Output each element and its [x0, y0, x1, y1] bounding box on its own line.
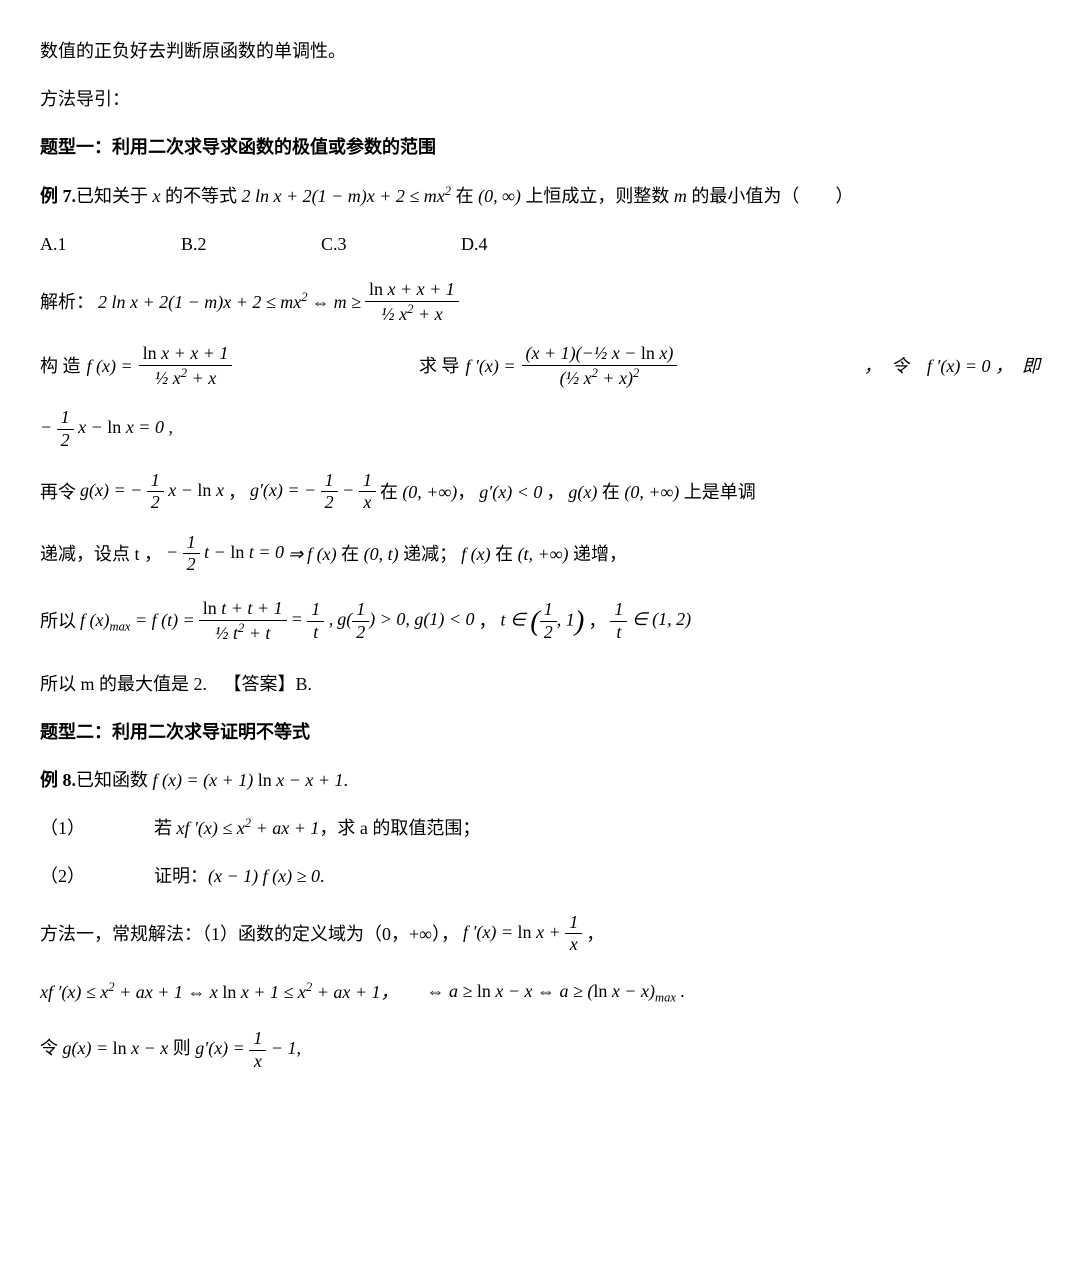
- iff-chain-line: xf ′(x) ≤ x2 + ax + 1 ⇔ x ln x + 1 ≤ x2 …: [40, 974, 1040, 1011]
- chain-1: xf ′(x) ≤ x2 + ax + 1 ⇔ x ln x + 1 ≤ x2 …: [40, 975, 398, 1009]
- chain-2: ⇔ a ≥ ln x − x ⇔ a ≥ (ln x − x)max .: [426, 974, 685, 1011]
- example-8-statement: 例 8.已知函数 f (x) = (x + 1) ln x − x + 1.: [40, 763, 1040, 797]
- fpx-expr: f ′(x) = ln x + 1x: [463, 912, 582, 956]
- method1-line: 方法一，常规解法：（1）函数的定义域为（0，+∞）， f ′(x) = ln x…: [40, 912, 1040, 956]
- max-m: 所以 m 的最大值是 2.: [40, 674, 207, 694]
- m-ge: m ≥: [334, 285, 361, 319]
- fxmax-den: ½ t2 + t: [199, 621, 287, 645]
- comma-3: ，: [479, 604, 497, 638]
- ex7-domain: (0, ∞): [478, 186, 521, 206]
- gpx-def: g′(x) = − 12 − 1x: [250, 470, 376, 514]
- t-in: t ∈ (12, 1): [501, 594, 585, 649]
- gx-line: 再令 g(x) = − 12 x − ln x ， g′(x) = − 12 −…: [40, 470, 1040, 514]
- option-a: A.1: [40, 227, 67, 261]
- intro-line: 数值的正负好去判断原函数的单调性。: [40, 34, 1040, 68]
- option-c: C.3: [321, 227, 347, 261]
- eq-1t: = 1t ,: [291, 599, 334, 643]
- comma-2: ，: [546, 475, 564, 509]
- in-dom: 在 (0, +∞)，: [380, 475, 475, 509]
- ex8-pre: 已知函数: [76, 770, 153, 790]
- let-again: 再令: [40, 475, 76, 509]
- q1-post: ，求 a 的取值范围；: [319, 818, 480, 838]
- period-1: .: [344, 770, 349, 790]
- gpx-neg: g′(x) < 0: [479, 475, 542, 509]
- analysis-label: 解析：: [40, 285, 94, 319]
- so-label: 所以: [40, 604, 76, 638]
- var-m: m: [674, 186, 687, 206]
- q1-ineq: xf ′(x) ≤ x2 + ax + 1: [177, 818, 320, 838]
- t-line: 递减，设点 t ， − 12 t − ln t = 0 ⇒ f (x) 在 (0…: [40, 532, 1040, 576]
- options-row: A.1 B.2 C.3 D.4: [40, 227, 1040, 261]
- ex7-label: 例 7.: [40, 186, 76, 206]
- ex7-pre: 已知关于: [76, 186, 153, 206]
- iff-symbol: ⇔: [312, 285, 330, 319]
- ex8-label: 例 8.: [40, 770, 76, 790]
- let-gx: 令 g(x) = ln x − x 则 g′(x) = 1x − 1,: [40, 1028, 301, 1072]
- comma-4: ，: [588, 604, 606, 638]
- period-2: .: [320, 866, 325, 886]
- type2-heading: 题型二：利用二次求导证明不等式: [40, 715, 1040, 749]
- construct-label: 构 造: [40, 349, 81, 383]
- q2-ineq: (x − 1) f (x) ≥ 0: [208, 866, 320, 886]
- ex7-q: 的最小值为（ ）: [687, 186, 854, 206]
- fxmax-expr: f (x)max = f (t) =: [80, 603, 195, 640]
- q2-pre: 证明：: [154, 866, 208, 886]
- fxmax-frac: ln t + t + 1 ½ t2 + t: [199, 598, 287, 644]
- method-guide: 方法导引：: [40, 82, 1040, 116]
- ex7-post: 上恒成立，则整数: [521, 186, 674, 206]
- t-eq: − 12 t − ln t = 0: [166, 532, 284, 576]
- q2-num: （2）: [40, 866, 85, 886]
- var-x: x: [153, 186, 161, 206]
- fx-dec: f (x) 在 (0, t) 递减；: [307, 537, 457, 571]
- derive-label: 求 导: [419, 349, 460, 383]
- construct-line: 构 造 f (x) = ln x + x + 1 ½ x2 + x 求 导 f …: [40, 343, 1040, 389]
- answer-b: 【答案】B.: [224, 674, 313, 694]
- comma-1: ，: [228, 475, 246, 509]
- rhs-fraction: ln x + x + 1 ½ x2 + x: [365, 279, 459, 325]
- frac-num: ln x + x + 1: [365, 279, 459, 302]
- gx-def: g(x) = − 12 x − ln x: [80, 470, 224, 514]
- frac-den: ½ x2 + x: [365, 302, 459, 326]
- implies-symbol: ⇒: [288, 537, 303, 571]
- type1-heading: 题型一：利用二次求导求函数的极值或参数的范围: [40, 130, 1040, 164]
- question-1: （1） 若 xf ′(x) ≤ x2 + ax + 1，求 a 的取值范围；: [40, 811, 1040, 845]
- let-gx-line: 令 g(x) = ln x − x 则 g′(x) = 1x − 1,: [40, 1028, 1040, 1072]
- fpx-eq: f ′(x) =: [465, 349, 515, 383]
- fxmax-line: 所以 f (x)max = f (t) = ln t + t + 1 ½ t2 …: [40, 594, 1040, 649]
- ex7-dom-pre: 在: [451, 186, 478, 206]
- fx-den: ½ x2 + x: [139, 366, 233, 390]
- one-t-in: 1t ∈ (1, 2): [610, 599, 691, 643]
- fx-fraction: ln x + x + 1 ½ x2 + x: [139, 343, 233, 389]
- question-2: （2） 证明：(x − 1) f (x) ≥ 0.: [40, 859, 1040, 893]
- let-fp0: ， 令 f ′(x) = 0 ， 即: [864, 349, 1040, 383]
- analysis-lhs: 2 ln x + 2(1 − m)x + 2 ≤ mx2: [98, 285, 308, 319]
- line-cont: 递减，设点 t ，: [40, 537, 162, 571]
- half-eq: − 12 x − ln x = 0 ,: [40, 407, 173, 451]
- q1-num: （1）: [40, 818, 85, 838]
- max-m-line: 所以 m 的最大值是 2. 【答案】B.: [40, 667, 1040, 701]
- g-half: g(12) > 0, g(1) < 0: [337, 599, 474, 643]
- fpx-den: (½ x2 + x)2: [522, 366, 678, 390]
- fpx-num: (x + 1)(−½ x − ln x): [522, 343, 678, 366]
- fxmax-num: ln t + t + 1: [199, 598, 287, 621]
- ex7-ineq: 2 ln x + 2(1 − m)x + 2 ≤ mx2: [242, 186, 452, 206]
- gx-mono: g(x) 在 (0, +∞) 上是单调: [568, 475, 755, 509]
- option-b: B.2: [181, 227, 207, 261]
- analysis-line: 解析： 2 ln x + 2(1 − m)x + 2 ≤ mx2 ⇔ m ≥ l…: [40, 279, 1040, 325]
- q1-pre: 若: [154, 818, 177, 838]
- ex7-mid: 的不等式: [161, 186, 242, 206]
- comma-5: ，: [586, 917, 604, 951]
- half-eq-line: − 12 x − ln x = 0 ,: [40, 407, 1040, 451]
- example-7-statement: 例 7.已知关于 x 的不等式 2 ln x + 2(1 − m)x + 2 ≤…: [40, 179, 1040, 213]
- fx-eq: f (x) =: [87, 349, 133, 383]
- method1-label: 方法一，常规解法：（1）函数的定义域为（0，+∞），: [40, 917, 459, 951]
- ex8-fx: f (x) = (x + 1) ln x − x + 1: [153, 770, 344, 790]
- option-d: D.4: [461, 227, 488, 261]
- fx-inc: f (x) 在 (t, +∞) 递增，: [461, 537, 627, 571]
- fpx-fraction: (x + 1)(−½ x − ln x) (½ x2 + x)2: [522, 343, 678, 389]
- fx-num: ln x + x + 1: [139, 343, 233, 366]
